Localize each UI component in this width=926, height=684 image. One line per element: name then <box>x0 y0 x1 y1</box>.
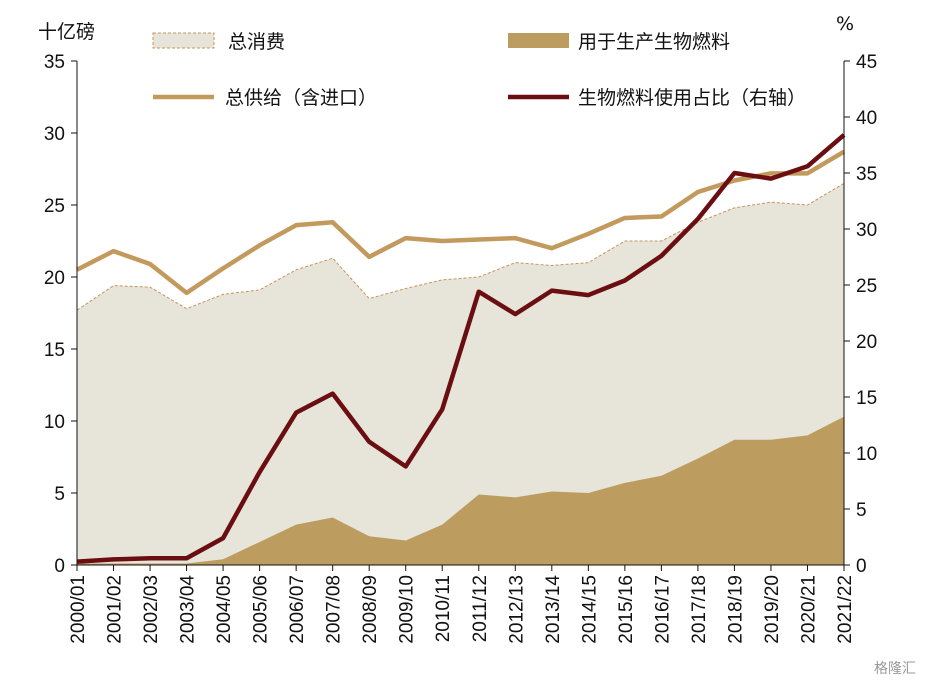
x-tick-label: 2007/08 <box>324 575 345 644</box>
right-tick-label: 15 <box>856 388 877 409</box>
y-left-unit-label: 十亿磅 <box>38 21 95 43</box>
x-tick-label: 2004/05 <box>214 575 235 644</box>
right-tick-label: 30 <box>856 220 877 241</box>
right-tick-label: 40 <box>856 108 877 129</box>
x-tick-label: 2020/21 <box>798 575 819 644</box>
x-tick-label: 2015/16 <box>616 575 637 644</box>
legend-label-total-consumption: 总消费 <box>228 31 285 53</box>
x-tick-label: 2013/14 <box>543 575 564 644</box>
x-tick-label: 2003/04 <box>178 575 199 644</box>
left-tick-label: 35 <box>44 52 65 73</box>
series-total-consumption-area <box>77 183 844 565</box>
left-tick-label: 0 <box>54 556 65 577</box>
left-tick-label: 15 <box>44 340 65 361</box>
series-total-consumption-outline <box>76 182 845 565</box>
x-tick-label: 2011/12 <box>470 575 491 642</box>
x-tick-label: 2012/13 <box>506 575 527 644</box>
x-tick-label: 2021/22 <box>835 575 856 644</box>
right-tick-label: 35 <box>856 164 877 185</box>
legend-label-total-supply: 总供给（含进口） <box>225 87 377 109</box>
x-tick-label: 2005/06 <box>251 575 272 644</box>
y-right-unit-label: % <box>836 13 854 35</box>
watermark-text: 格隆汇 <box>874 661 916 677</box>
left-tick-label: 10 <box>44 412 65 433</box>
right-tick-label: 45 <box>856 52 877 73</box>
x-tick-label: 2017/18 <box>689 575 710 644</box>
x-tick-label: 2006/07 <box>287 575 308 644</box>
right-tick-label: 20 <box>856 332 877 353</box>
x-tick-label: 2010/11 <box>433 575 454 642</box>
x-tick-label: 2014/15 <box>579 575 600 644</box>
left-tick-label: 30 <box>44 124 65 145</box>
legend-swatch-biofuel <box>508 33 569 48</box>
x-tick-label: 2018/19 <box>725 575 746 644</box>
right-tick-label: 25 <box>856 276 877 297</box>
legend-swatch-total-consumption <box>152 32 215 49</box>
left-tick-label: 20 <box>44 268 65 289</box>
left-tick-label: 25 <box>44 196 65 217</box>
x-tick-label: 2016/17 <box>652 575 673 644</box>
x-tick-label: 2000/01 <box>68 575 89 644</box>
series-biofuel-area <box>77 416 844 565</box>
right-tick-label: 10 <box>856 444 877 465</box>
x-tick-label: 2002/03 <box>141 575 162 644</box>
legend-label-biofuel: 用于生产生物燃料 <box>578 31 730 53</box>
series-biofuel-share-line <box>76 133 846 564</box>
x-tick-label: 2009/10 <box>397 575 418 644</box>
x-tick-label: 2001/02 <box>105 575 126 644</box>
x-tick-label: 2008/09 <box>360 575 381 644</box>
left-tick-label: 5 <box>54 484 65 505</box>
series-total-supply-line <box>75 149 846 296</box>
right-tick-label: 5 <box>856 500 867 521</box>
x-tick-label: 2019/20 <box>762 575 783 644</box>
right-tick-label: 0 <box>856 556 867 577</box>
legend-label-biofuel-share: 生物燃料使用占比（右轴） <box>578 87 806 109</box>
